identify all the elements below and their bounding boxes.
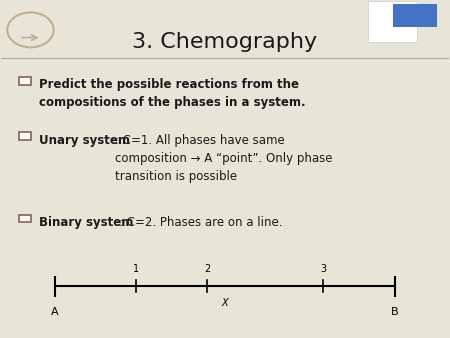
Text: : C=1. All phases have same
composition → A “point”. Only phase
transition is po: : C=1. All phases have same composition … bbox=[115, 134, 332, 183]
Text: 3: 3 bbox=[320, 264, 326, 274]
FancyBboxPatch shape bbox=[19, 215, 31, 222]
Text: : C=2. Phases are on a line.: : C=2. Phases are on a line. bbox=[119, 216, 283, 229]
Text: Binary system: Binary system bbox=[40, 216, 134, 229]
FancyBboxPatch shape bbox=[393, 4, 437, 26]
Text: Unary system: Unary system bbox=[40, 134, 130, 147]
Text: 2: 2 bbox=[204, 264, 210, 274]
Text: 1: 1 bbox=[132, 264, 139, 274]
Text: B: B bbox=[391, 308, 399, 317]
FancyBboxPatch shape bbox=[19, 132, 31, 140]
Text: Predict the possible reactions from the
compositions of the phases in a system.: Predict the possible reactions from the … bbox=[40, 78, 306, 110]
FancyBboxPatch shape bbox=[19, 77, 31, 84]
Text: 3. Chemography: 3. Chemography bbox=[132, 31, 318, 52]
Text: X: X bbox=[222, 298, 228, 308]
FancyBboxPatch shape bbox=[368, 1, 417, 42]
Text: A: A bbox=[51, 308, 59, 317]
